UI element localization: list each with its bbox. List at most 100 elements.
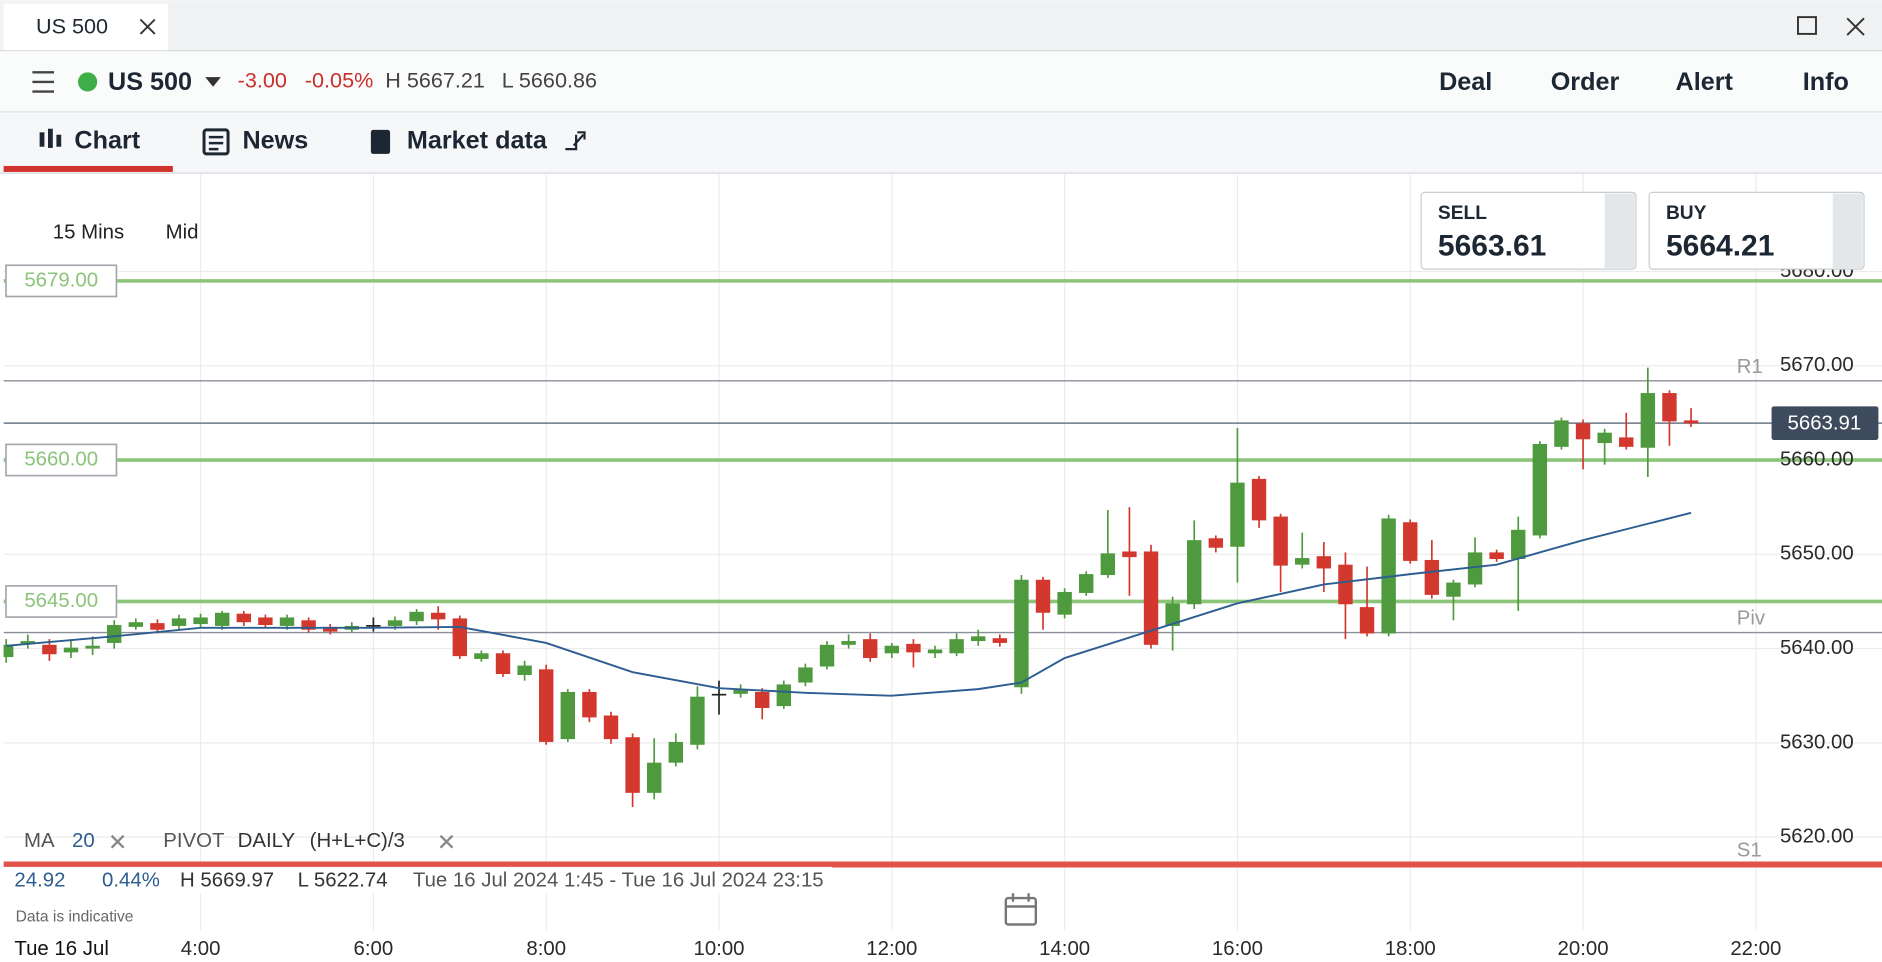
candle-body (949, 639, 964, 654)
alert-label: 5679.00 (24, 269, 98, 291)
market-data-icon (370, 129, 391, 154)
y-tick-label: 5630.00 (1780, 731, 1854, 753)
candle-body (431, 612, 446, 620)
dropdown-icon[interactable] (205, 77, 221, 87)
candle-body (3, 644, 14, 658)
active-tab-underline (3, 165, 173, 172)
price-type[interactable]: Mid (166, 222, 199, 244)
menu-icon[interactable] (32, 71, 55, 93)
candle-body (517, 665, 532, 675)
range-dates: Tue 16 Jul 2024 1:45 - Tue 16 Jul 2024 2… (413, 870, 824, 892)
candle-body (560, 691, 576, 740)
candle-body (301, 620, 316, 630)
candle-body (819, 644, 835, 667)
current-price-label: 5663.91 (1788, 413, 1862, 435)
candle-body (1165, 603, 1180, 626)
candle-body (1230, 482, 1245, 547)
sell-box[interactable] (1420, 191, 1637, 270)
candle-body (776, 684, 792, 707)
candle-body (1338, 564, 1353, 605)
candle-body (1662, 393, 1677, 422)
pivot-period: DAILY (238, 830, 296, 852)
sell-box-side (1604, 193, 1635, 268)
alert-label: 5645.00 (24, 590, 98, 612)
action[interactable]: Alert (1676, 68, 1734, 96)
buy-box[interactable] (1648, 191, 1865, 270)
news-icon-lines (208, 135, 224, 151)
change-pct: -0.05% (305, 68, 373, 93)
candle-body (1035, 579, 1051, 613)
action[interactable]: Deal (1439, 68, 1492, 96)
external-link-icon[interactable] (565, 131, 586, 151)
calendar-icon[interactable] (1004, 893, 1038, 926)
candle-body (992, 638, 1008, 643)
candle-body (1683, 420, 1699, 424)
y-tick-label: 5660.00 (1780, 448, 1854, 470)
action[interactable]: Info (1803, 68, 1849, 96)
candle-body (884, 645, 900, 654)
candle-body (1187, 540, 1202, 605)
close-window-icon[interactable] (1846, 17, 1865, 36)
window-tab[interactable] (3, 3, 169, 51)
pivot-label: PIVOT (163, 830, 224, 852)
candle-body (42, 644, 57, 655)
close-tab-icon[interactable] (139, 18, 156, 35)
pivot-name: R1 (1737, 356, 1763, 378)
range-change-pct: 0.44% (102, 870, 160, 892)
candle-body (798, 667, 813, 683)
candle-body (452, 618, 468, 657)
candle-body (1122, 551, 1137, 558)
action[interactable]: Order (1551, 68, 1620, 96)
sell-label: SELL (1438, 203, 1487, 224)
change: -3.00 (238, 68, 287, 93)
tab[interactable]: Market data (407, 127, 548, 155)
candle-body (603, 715, 619, 740)
candle-body (582, 691, 597, 718)
window-bar (0, 0, 1882, 51)
tab[interactable]: News (242, 127, 308, 155)
x-date-label: Tue 16 Jul (14, 938, 108, 960)
candle-body (1446, 582, 1461, 597)
range-low: L 5622.74 (298, 870, 388, 892)
maximize-icon[interactable] (1797, 16, 1817, 35)
candle-body (711, 693, 727, 696)
x-tick-label: 22:00 (1730, 938, 1781, 960)
remove-ma-icon[interactable] (110, 834, 125, 849)
candle-body (236, 613, 252, 623)
candle-body (733, 689, 748, 694)
candle-body (1100, 553, 1116, 576)
candle-body (258, 617, 273, 626)
candle-body (625, 737, 640, 793)
remove-pivot-icon[interactable] (439, 834, 454, 849)
tab[interactable]: Chart (74, 127, 140, 155)
candle-body (106, 625, 122, 643)
x-tick-label: 6:00 (354, 938, 394, 960)
candle-body (1251, 478, 1267, 521)
candle-body (128, 622, 143, 627)
buy-box-side (1832, 193, 1863, 268)
candle-body (690, 696, 705, 745)
candle-body (495, 653, 511, 675)
candle-body (193, 617, 208, 625)
pivot-name: Piv (1737, 608, 1766, 630)
candle-body (906, 643, 921, 653)
alert-label: 5660.00 (24, 448, 98, 470)
candle-body (63, 647, 79, 653)
candle-body (1532, 443, 1548, 536)
candle-body (214, 612, 230, 626)
candle-body (971, 636, 986, 642)
candle-body (1619, 437, 1634, 447)
candle-body (668, 741, 684, 763)
current-price-tag (1771, 406, 1879, 440)
candle-body (279, 617, 295, 626)
x-tick-label: 16:00 (1212, 938, 1263, 960)
instrument-name[interactable]: US 500 (108, 68, 192, 96)
grid (3, 174, 1882, 931)
interval[interactable]: 15 Mins (53, 222, 124, 244)
candle-body (366, 625, 381, 627)
x-tick-label: 18:00 (1385, 938, 1436, 960)
x-tick-label: 4:00 (181, 938, 221, 960)
candles (3, 367, 1699, 807)
candle-body (409, 611, 424, 622)
